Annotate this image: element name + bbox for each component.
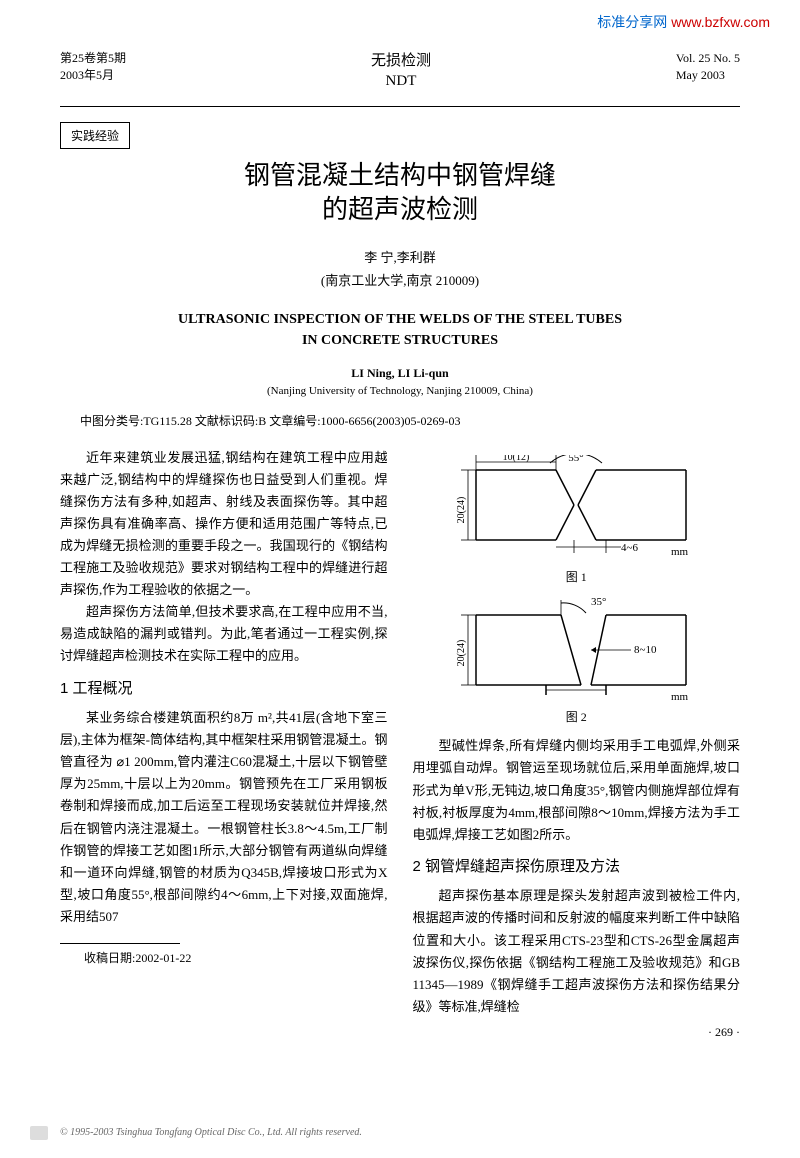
figure-1: 55° 10(12) 20(24) 4~6 mm 图 1	[413, 455, 741, 587]
authors-en: LI Ning, LI Li-qun	[60, 366, 740, 381]
figure-2: 35° 8~10 mm 20(24) 图 2	[413, 595, 741, 727]
para1: 近年来建筑业发展迅猛,钢结构在建筑工程中应用越来越广泛,钢结构中的焊缝探伤也日益…	[60, 447, 388, 602]
journal-header: 第25卷第5期 2003年5月 无损检测 NDT Vol. 25 No. 5 M…	[60, 50, 740, 96]
affiliation-cn: (南京工业大学,南京 210009)	[60, 270, 740, 289]
right-column: 55° 10(12) 20(24) 4~6 mm 图 1	[413, 447, 741, 1043]
title-en-line2: IN CONCRETE STRUCTURES	[302, 333, 498, 348]
header-left: 第25卷第5期 2003年5月	[60, 50, 126, 84]
figure-1-caption: 图 1	[413, 567, 741, 587]
para2: 超声探伤方法简单,但技术要求高,在工程中应用不当,易造成缺陷的漏判或错判。为此,…	[60, 601, 388, 667]
svg-text:8~10: 8~10	[634, 644, 657, 656]
journal-name-cn: 无损检测	[371, 50, 431, 71]
svg-text:20(24): 20(24)	[456, 496, 467, 523]
copyright: © 1995-2003 Tsinghua Tongfang Optical Di…	[60, 1127, 362, 1138]
title-line1: 钢管混凝土结构中钢管焊缝	[244, 160, 556, 190]
volume-issue: 第25卷第5期	[60, 50, 126, 67]
classification: 中图分类号:TG115.28 文献标识码:B 文章编号:1000-6656(20…	[60, 412, 740, 429]
svg-text:55°: 55°	[569, 455, 584, 464]
left-column: 近年来建筑业发展迅猛,钢结构在建筑工程中应用越来越广泛,钢结构中的焊缝探伤也日益…	[60, 447, 388, 1043]
svg-text:4~6: 4~6	[621, 542, 638, 554]
svg-text:20(24): 20(24)	[456, 640, 467, 667]
para3: 某业务综合楼建筑面积约8万 m²,共41层(含地下室三层),主体为框架-筒体结构…	[60, 707, 388, 928]
para5: 超声探伤基本原理是探头发射超声波到被检工件内,根据超声波的传播时间和反射波的幅度…	[413, 885, 741, 1018]
received-date: 收稿日期:2002-01-22	[60, 948, 388, 968]
watermark-label: 标准分享网	[597, 14, 667, 30]
volume-en: Vol. 25 No. 5	[676, 50, 740, 67]
watermark-header: 标准分享网 www.bzfxw.com	[597, 12, 770, 32]
figure-2-caption: 图 2	[413, 707, 741, 727]
title-en-line1: ULTRASONIC INSPECTION OF THE WELDS OF TH…	[178, 312, 622, 327]
svg-text:35°: 35°	[591, 596, 606, 608]
svg-text:10(12): 10(12)	[503, 455, 530, 463]
para4: 型碱性焊条,所有焊缝内侧均采用手工电弧焊,外侧采用埋弧自动焊。钢管运至现场就位后…	[413, 735, 741, 845]
title-cn: 钢管混凝土结构中钢管焊缝 的超声波检测	[60, 159, 740, 227]
header-divider	[60, 106, 740, 107]
title-en: ULTRASONIC INSPECTION OF THE WELDS OF TH…	[60, 309, 740, 351]
date-en: May 2003	[676, 67, 740, 84]
journal-name-en: NDT	[371, 71, 431, 92]
corner-icon	[30, 1126, 48, 1140]
watermark-url: www.bzfxw.com	[671, 14, 770, 30]
date-cn: 2003年5月	[60, 67, 126, 84]
svg-text:mm: mm	[671, 546, 689, 558]
header-center: 无损检测 NDT	[371, 50, 431, 92]
svg-text:mm: mm	[671, 691, 689, 703]
header-right: Vol. 25 No. 5 May 2003	[676, 50, 740, 84]
section1-title: 1 工程概况	[60, 676, 388, 702]
footnote-divider	[60, 943, 180, 944]
section2-title: 2 钢管焊缝超声探伤原理及方法	[413, 854, 741, 880]
authors-cn: 李 宁,李利群	[60, 247, 740, 266]
body-columns: 近年来建筑业发展迅猛,钢结构在建筑工程中应用越来越广泛,钢结构中的焊缝探伤也日益…	[60, 447, 740, 1043]
title-line2: 的超声波检测	[322, 194, 478, 224]
category-box: 实践经验	[60, 122, 130, 149]
page-number: · 269 ·	[413, 1022, 741, 1042]
affiliation-en: (Nanjing University of Technology, Nanji…	[60, 385, 740, 397]
